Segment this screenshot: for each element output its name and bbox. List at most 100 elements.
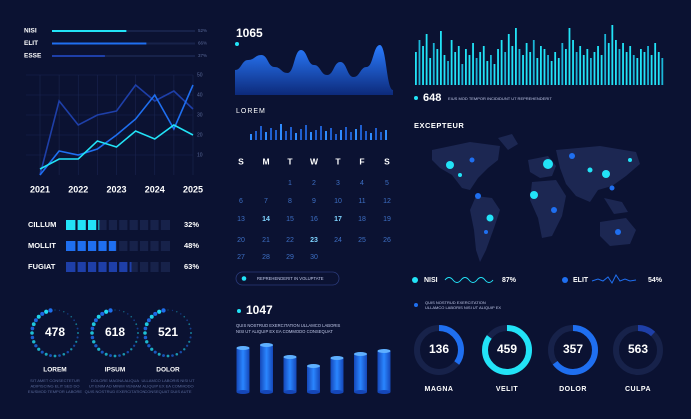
barcode-bar — [482, 46, 485, 85]
mini-bar — [285, 131, 287, 140]
barcode-bar — [429, 58, 432, 85]
gauge-value: 618 — [105, 325, 125, 339]
calendar-day: 27 — [237, 254, 245, 261]
gauge-dot — [179, 350, 183, 354]
barcode-bar — [597, 46, 599, 85]
barcode-bar — [425, 34, 428, 85]
donut-value: 136 — [429, 342, 449, 356]
mini-bar — [330, 128, 332, 140]
cylinder-top — [330, 356, 344, 360]
title-dot — [235, 42, 239, 46]
legend-wave — [591, 274, 637, 284]
donut-label: CULPA — [625, 386, 651, 393]
calendar-day: 2 — [312, 180, 316, 187]
gauge-dot — [63, 311, 65, 313]
barcode-bar — [511, 46, 514, 85]
gauge-dot — [91, 322, 96, 327]
barcode-bar — [554, 52, 557, 85]
barcode-bar — [604, 34, 607, 85]
barcode-bar — [468, 55, 471, 85]
barcode-bar — [572, 40, 574, 85]
bar-value: 37% — [198, 53, 207, 58]
bar3d-text: NISI UT ALIQUIP EX EA COMMODO CONSEQUAT — [236, 329, 333, 334]
gauge-dot — [58, 309, 61, 312]
gauge-dot — [167, 309, 169, 311]
map-dot — [530, 191, 538, 199]
gauge-label: DOLOR — [156, 367, 180, 374]
map-dot — [446, 161, 454, 169]
gauge-dot — [189, 336, 192, 339]
gauge-dot — [104, 352, 108, 356]
gauge-caption: QUIS NOSTRUD EXERCITATION — [85, 389, 146, 394]
segment-gap — [158, 261, 161, 273]
gauge-dot — [136, 336, 139, 339]
gauge-dot — [104, 309, 109, 314]
segment-gap — [117, 240, 120, 252]
barcode-bar — [500, 40, 503, 85]
barcode-bar — [507, 34, 510, 85]
gauge-dot — [100, 350, 104, 354]
note-text: ULLAMCO LABORIS NISI UT ALIQUIP EX — [425, 305, 501, 310]
calendar-day: 30 — [310, 254, 318, 261]
gauge-dot — [30, 331, 34, 335]
mini-bar — [380, 132, 382, 140]
line — [39, 83, 194, 176]
mini-title: LOREM — [236, 108, 266, 115]
gauge-dot — [32, 340, 36, 344]
gauge-dot — [94, 344, 98, 348]
calendar-day: 3 — [336, 180, 340, 187]
barcode-bar — [532, 40, 535, 85]
donut-value: 357 — [563, 342, 583, 356]
cylinder — [307, 364, 320, 394]
x-tick-label: 2022 — [68, 184, 88, 194]
donut-label: VELIT — [496, 386, 519, 393]
mini-bar — [385, 130, 387, 140]
barcode-bar — [654, 43, 657, 85]
calendar-day: 28 — [262, 254, 270, 261]
calendar-day: 19 — [383, 216, 391, 223]
y-tick-label: 30 — [197, 112, 203, 118]
map-dot — [475, 193, 481, 199]
calendar-day: 11 — [358, 198, 365, 205]
cylinder — [236, 346, 250, 394]
gauge-dot — [31, 322, 36, 327]
gauge-dot — [171, 309, 174, 312]
cylinder-top — [260, 343, 273, 347]
cylinder-base — [377, 390, 391, 394]
barcode-bar — [461, 64, 464, 85]
map-dots — [446, 153, 632, 235]
barcode-bar — [547, 55, 549, 85]
barcode-bar — [582, 55, 585, 85]
barcode-bar — [657, 52, 660, 85]
cylinder-top — [354, 352, 367, 356]
gauge-dot — [188, 323, 191, 326]
donut-arc — [414, 325, 464, 375]
y-tick-label: 50 — [197, 72, 203, 78]
barcode-bar — [465, 49, 467, 85]
map-dot — [569, 153, 575, 159]
legend-name: NISI — [424, 277, 438, 284]
calendar-day: 9 — [312, 198, 316, 205]
gauge-dot — [90, 331, 94, 335]
weekday: S — [238, 156, 244, 166]
mini-bar — [260, 126, 262, 140]
gauge-dot — [77, 332, 79, 334]
calendar-day: 24 — [334, 237, 342, 244]
barcode-bar — [490, 55, 492, 85]
barcode-bar — [415, 52, 417, 85]
cylinder-body — [260, 345, 273, 392]
map-dot — [551, 207, 557, 213]
cylinder-body — [307, 366, 320, 392]
calendar-day: 17 — [334, 216, 342, 223]
gauge-dot — [58, 354, 61, 357]
donut-value: 459 — [497, 342, 517, 356]
map-dot — [628, 158, 632, 162]
gauge-dot — [136, 327, 139, 330]
gauge-dot — [90, 326, 95, 331]
barcode-bar — [615, 40, 617, 85]
x-tick-label: 2021 — [30, 184, 50, 194]
cylinder — [330, 356, 344, 394]
gauge-dot — [188, 340, 191, 343]
gauge-dot — [96, 314, 101, 319]
